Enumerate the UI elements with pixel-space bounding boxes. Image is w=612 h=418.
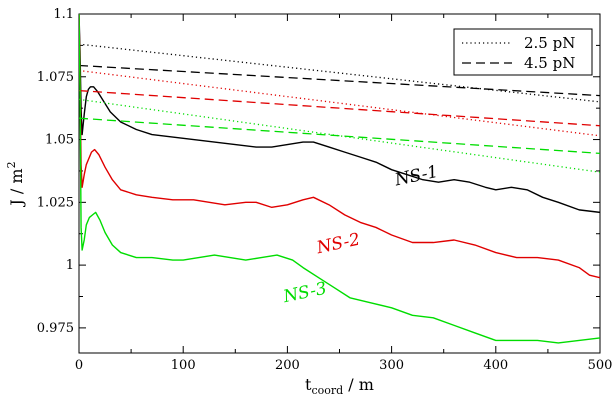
x-axis-title: tcoord / m <box>305 375 374 397</box>
series-labels: NS-1 NS-2 NS-3 <box>281 162 440 308</box>
series-line-4-5-pn-ns-3 <box>79 117 600 155</box>
series-line-4-5-pn-ns-2 <box>79 89 600 127</box>
legend-box <box>453 28 593 76</box>
y-tick-label-4: 1.075 <box>37 70 74 85</box>
series-label-ns-2: NS-2 <box>314 230 362 259</box>
series-label-ns-3: NS-3 <box>281 279 329 308</box>
series-line-ns-2 <box>79 14 600 279</box>
legend: 2.5 pN 4.5 pN <box>453 28 593 76</box>
axis-ticks: 0 100 200 300 400 500 0.975 1 1.025 1.05 1.075 1.1 <box>37 7 612 373</box>
series-line-4-5-pn-ns-1 <box>79 64 600 97</box>
series-line-ns-1 <box>79 14 600 214</box>
x-tick-label-300: 300 <box>379 358 404 373</box>
x-tick-label-200: 200 <box>275 358 300 373</box>
series-label-ns-1: NS-1 <box>392 162 440 191</box>
series-line-2-5-pn-ns-1 <box>79 43 600 103</box>
series-line-ns-3 <box>79 14 600 344</box>
x-tick-label-0: 0 <box>75 358 83 373</box>
x-tick-label-100: 100 <box>171 358 196 373</box>
y-tick-label-3: 1.05 <box>45 133 74 148</box>
series-layer <box>79 14 600 344</box>
y-axis-title: J / m2 <box>5 161 26 207</box>
x-tick-label-400: 400 <box>483 358 508 373</box>
legend-label-2-5-pn: 2.5 pN <box>524 34 575 52</box>
x-tick-label-500: 500 <box>588 358 612 373</box>
legend-label-4-5-pn: 4.5 pN <box>524 54 575 72</box>
y-tick-label-2: 1.025 <box>37 195 74 210</box>
y-tick-label-5: 1.1 <box>53 7 74 22</box>
series-line-2-5-pn-ns-2 <box>79 69 600 137</box>
y-tick-label-1: 1 <box>66 258 74 273</box>
y-tick-label-0: 0.975 <box>37 321 74 336</box>
